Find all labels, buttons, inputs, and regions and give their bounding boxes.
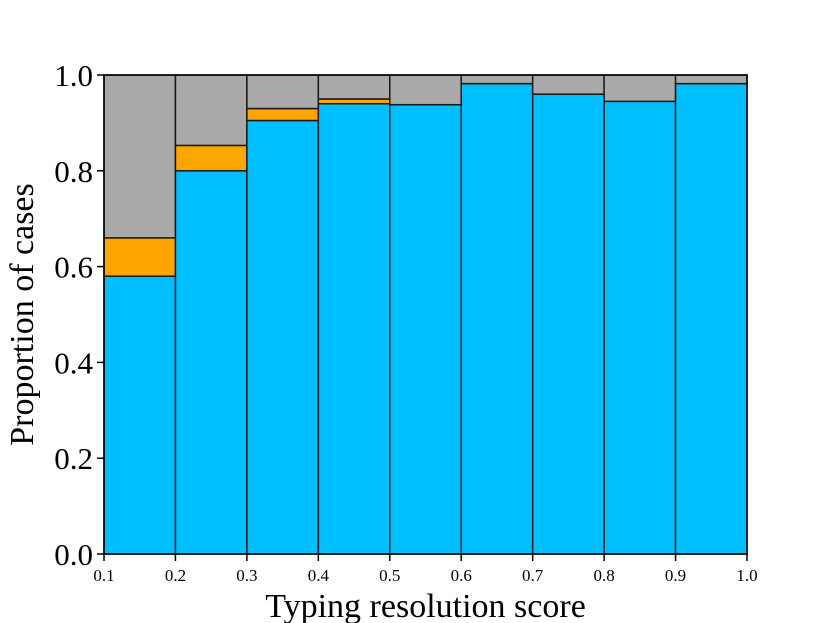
bar-segment-8-0 bbox=[674, 82, 748, 555]
bar-segment-4-2 bbox=[389, 74, 462, 106]
bar-segment-0-1 bbox=[103, 237, 177, 277]
x-tick-label: 1.0 bbox=[736, 566, 757, 585]
x-tick-label: 0.7 bbox=[522, 566, 544, 585]
bar-segment-0-0 bbox=[103, 275, 177, 555]
bar-segment-6-2 bbox=[531, 74, 605, 95]
bar-segment-8-2 bbox=[674, 74, 748, 85]
x-tick-label: 0.1 bbox=[93, 566, 114, 585]
plot-frame bbox=[103, 74, 748, 555]
bar-segment-5-0 bbox=[460, 82, 534, 555]
y-axis-ticks: 0.0 0.2 0.4 0.6 0.8 1.0 bbox=[54, 58, 104, 572]
y-tick-label: 1.0 bbox=[54, 58, 93, 93]
x-tick-label: 0.4 bbox=[308, 566, 330, 585]
bar-segment-2-2 bbox=[246, 74, 320, 110]
bar-segment-6-0 bbox=[531, 93, 605, 555]
x-axis-title: Typing resolution score bbox=[265, 588, 586, 623]
bar-segment-5-2 bbox=[460, 74, 534, 85]
x-tick-label: 0.5 bbox=[379, 566, 400, 585]
y-tick-label: 0.6 bbox=[54, 250, 93, 285]
y-tick-label: 0.0 bbox=[54, 537, 93, 572]
bar-segment-7-2 bbox=[603, 74, 677, 103]
bar-segment-1-1 bbox=[174, 144, 248, 172]
bar-segment-3-0 bbox=[317, 102, 391, 555]
y-tick-label: 0.2 bbox=[54, 441, 93, 476]
bar-segment-4-0 bbox=[389, 103, 462, 555]
x-tick-label: 0.6 bbox=[451, 566, 472, 585]
bar-segment-7-0 bbox=[603, 100, 677, 555]
y-tick-label: 0.4 bbox=[54, 345, 93, 380]
bar-segment-3-2 bbox=[317, 74, 391, 100]
x-tick-label: 0.3 bbox=[236, 566, 257, 585]
x-tick-label: 0.8 bbox=[593, 566, 614, 585]
bar-segment-1-2 bbox=[174, 74, 248, 147]
bars-group bbox=[103, 74, 748, 555]
x-tick-label: 0.9 bbox=[665, 566, 686, 585]
bar-segment-2-0 bbox=[246, 119, 320, 555]
x-tick-label: 0.2 bbox=[165, 566, 186, 585]
y-axis-title: Proportion of cases bbox=[4, 183, 41, 446]
y-tick-label: 0.8 bbox=[54, 154, 93, 189]
x-axis-ticks: 0.1 0.2 0.3 0.4 0.5 0.6 0.7 0.8 0.9 1.0 bbox=[93, 554, 758, 585]
bar-segment-0-2 bbox=[103, 74, 177, 239]
bar-segment-1-0 bbox=[174, 170, 248, 555]
bar-segment-2-1 bbox=[246, 107, 320, 122]
